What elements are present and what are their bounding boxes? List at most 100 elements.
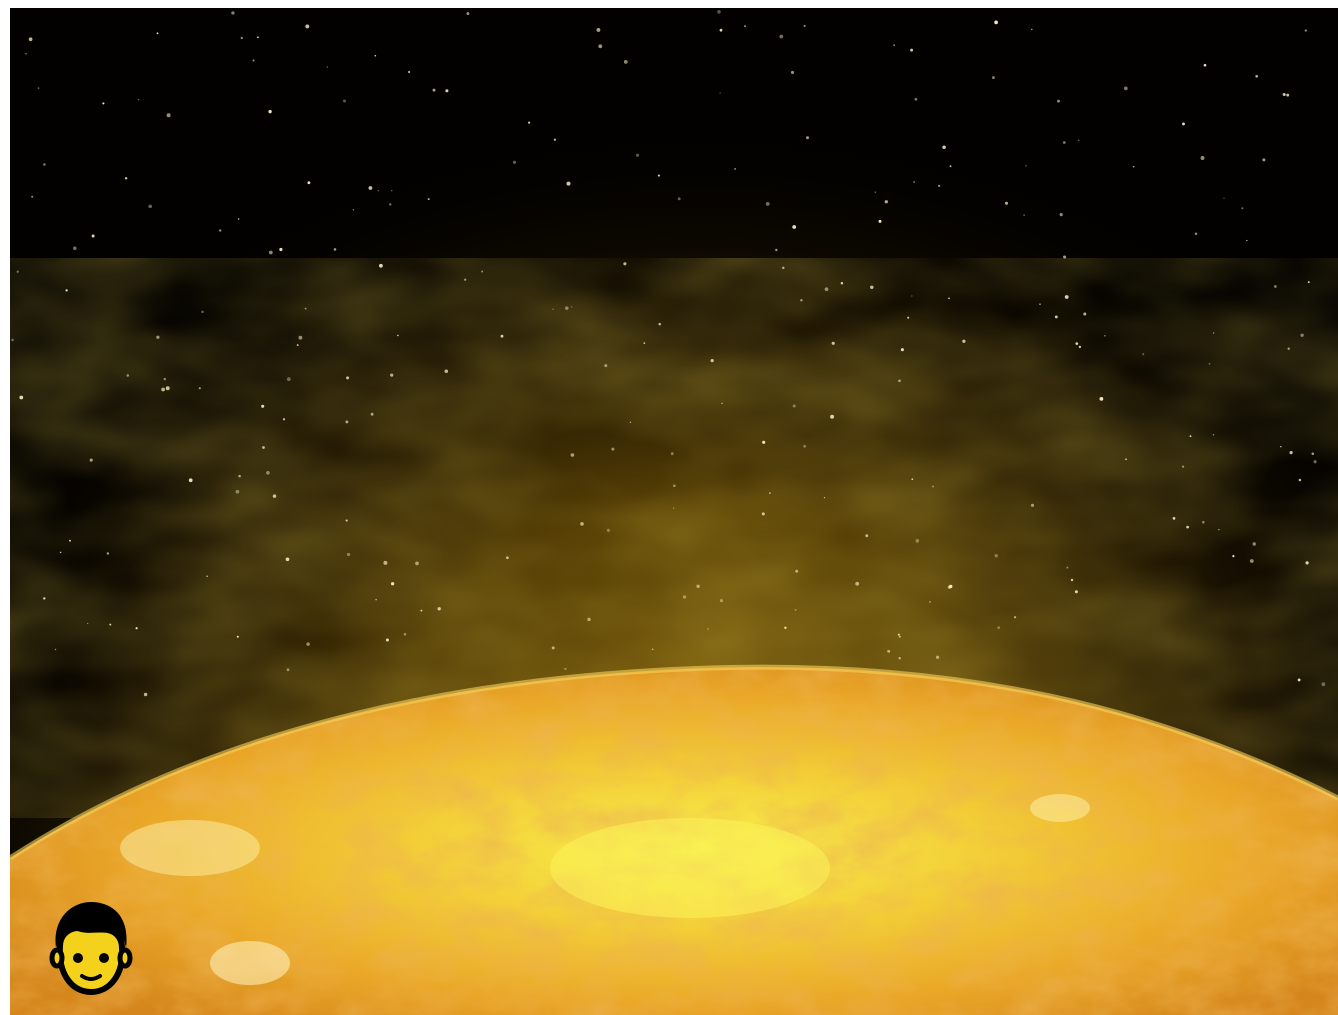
star bbox=[910, 48, 914, 52]
star bbox=[1241, 207, 1244, 210]
star bbox=[305, 24, 310, 29]
star bbox=[566, 181, 571, 186]
star bbox=[89, 458, 93, 462]
star bbox=[109, 623, 112, 626]
star bbox=[1311, 452, 1315, 456]
star bbox=[261, 404, 265, 408]
star bbox=[769, 492, 771, 494]
star bbox=[1025, 164, 1027, 167]
star bbox=[551, 646, 555, 650]
star bbox=[672, 484, 676, 488]
star bbox=[65, 289, 68, 292]
person-face-icon[interactable] bbox=[46, 896, 136, 1000]
star bbox=[800, 299, 803, 302]
star bbox=[1057, 99, 1060, 103]
star bbox=[1274, 285, 1277, 288]
star bbox=[69, 539, 71, 542]
star bbox=[403, 633, 407, 636]
star bbox=[240, 36, 244, 40]
star bbox=[408, 70, 411, 74]
star bbox=[806, 136, 809, 140]
star bbox=[878, 219, 882, 223]
star bbox=[897, 633, 900, 636]
star bbox=[286, 668, 290, 672]
star bbox=[840, 282, 844, 285]
star bbox=[677, 197, 681, 201]
star bbox=[1063, 255, 1067, 259]
star bbox=[855, 581, 860, 586]
star bbox=[1252, 542, 1256, 546]
star bbox=[831, 341, 835, 345]
star bbox=[1262, 158, 1266, 162]
star bbox=[102, 102, 105, 105]
star bbox=[1023, 214, 1025, 216]
star bbox=[948, 584, 953, 589]
star bbox=[1172, 517, 1176, 520]
star bbox=[696, 584, 700, 589]
star bbox=[512, 160, 517, 164]
star bbox=[219, 229, 222, 232]
video-frame bbox=[10, 8, 1338, 1015]
star bbox=[734, 168, 736, 170]
star bbox=[231, 11, 235, 15]
star bbox=[346, 552, 351, 557]
star bbox=[445, 89, 449, 93]
star bbox=[163, 377, 166, 381]
star bbox=[352, 209, 355, 211]
star bbox=[500, 334, 504, 338]
star bbox=[552, 308, 554, 310]
star bbox=[997, 626, 1001, 630]
star bbox=[466, 12, 470, 16]
star bbox=[1286, 93, 1290, 97]
star bbox=[1064, 295, 1069, 299]
star bbox=[19, 395, 24, 400]
sun-scene bbox=[10, 8, 1338, 1015]
star bbox=[91, 234, 95, 238]
star bbox=[135, 627, 138, 630]
star bbox=[236, 635, 239, 638]
star bbox=[1255, 74, 1259, 78]
star bbox=[719, 28, 723, 32]
star bbox=[527, 121, 531, 124]
star bbox=[658, 322, 661, 326]
star bbox=[1249, 559, 1254, 563]
star bbox=[598, 44, 603, 49]
star bbox=[420, 609, 423, 612]
star bbox=[596, 27, 601, 32]
star bbox=[1070, 578, 1074, 582]
star bbox=[870, 285, 874, 290]
star bbox=[935, 655, 940, 659]
star bbox=[256, 36, 259, 39]
star bbox=[782, 266, 785, 270]
star bbox=[28, 37, 33, 42]
star bbox=[444, 369, 449, 374]
star bbox=[306, 642, 310, 646]
star bbox=[1304, 29, 1307, 32]
star bbox=[962, 339, 966, 343]
star bbox=[1123, 86, 1128, 91]
star bbox=[1232, 555, 1235, 558]
star bbox=[285, 557, 290, 562]
star bbox=[397, 334, 399, 337]
star bbox=[790, 70, 795, 75]
star bbox=[279, 247, 283, 252]
star bbox=[762, 440, 766, 444]
star bbox=[206, 575, 208, 578]
star bbox=[1223, 197, 1225, 199]
star bbox=[794, 608, 797, 611]
star bbox=[427, 198, 430, 201]
star bbox=[784, 626, 787, 629]
star bbox=[570, 453, 575, 457]
star bbox=[252, 59, 255, 62]
star bbox=[907, 316, 910, 319]
star bbox=[345, 420, 349, 424]
star bbox=[1282, 92, 1286, 97]
star bbox=[898, 657, 901, 660]
star bbox=[54, 648, 57, 651]
star bbox=[1062, 141, 1066, 144]
star bbox=[1078, 139, 1080, 141]
star bbox=[368, 186, 373, 190]
star bbox=[106, 552, 110, 555]
star bbox=[670, 452, 674, 456]
star bbox=[717, 10, 721, 14]
